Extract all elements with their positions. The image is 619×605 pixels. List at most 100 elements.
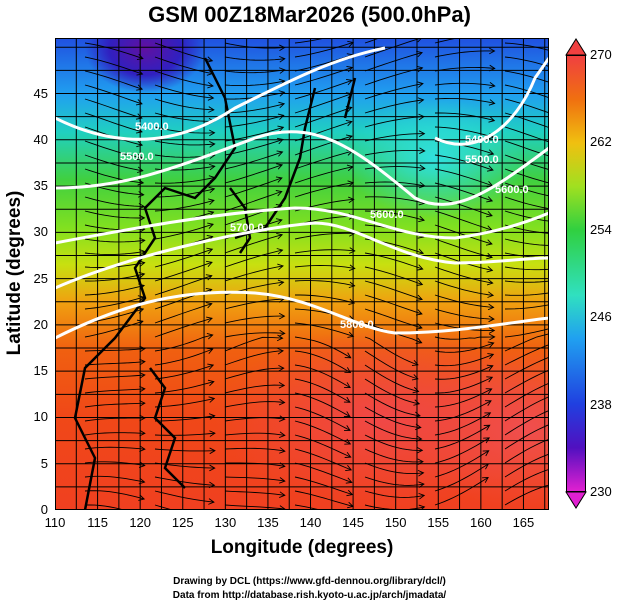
- streamline-arrowhead: [345, 464, 353, 471]
- streamline-arrowhead: [489, 82, 496, 89]
- contour-label: 5600.0: [495, 184, 529, 196]
- streamline-arrowhead: [416, 447, 424, 454]
- streamline: [504, 453, 549, 478]
- streamline: [224, 164, 283, 184]
- streamline-arrowhead: [484, 412, 492, 419]
- contour-labels: 5400.0 5500.0 5600.0 5700.0 5800.0 5600.…: [120, 121, 529, 331]
- streamline-arrowhead: [487, 303, 495, 311]
- streamline: [294, 448, 352, 471]
- streamline: [434, 196, 493, 217]
- streamline-arrowhead: [275, 176, 283, 183]
- streamline-arrowhead: [487, 291, 495, 298]
- streamline-arrowhead: [139, 445, 146, 453]
- streamline-arrowhead: [418, 215, 425, 223]
- streamline: [84, 251, 145, 255]
- streamline: [224, 504, 285, 510]
- streamline-arrowhead: [417, 81, 424, 88]
- x-tick-label: 150: [384, 515, 407, 530]
- streamline: [434, 477, 489, 506]
- credit-dcl: Drawing by DCL (https://www.gfd-dennou.o…: [173, 576, 446, 587]
- plot-overlay: 5400.0 5500.0 5600.0 5700.0 5800.0 5600.…: [55, 38, 549, 510]
- streamline: [434, 154, 494, 171]
- streamline: [224, 401, 285, 408]
- streamline: [154, 334, 213, 352]
- streamline: [504, 224, 549, 234]
- streamline-arrowhead: [487, 353, 495, 360]
- streamline-arrowhead: [205, 260, 213, 268]
- streamline-arrowhead: [278, 90, 286, 97]
- streamline: [154, 177, 215, 184]
- streamline: [224, 384, 285, 394]
- streamline: [224, 191, 282, 212]
- streamline-arrowhead: [488, 315, 495, 323]
- streamline: [434, 450, 489, 478]
- streamline: [504, 356, 549, 380]
- streamline: [294, 249, 355, 254]
- streamline: [84, 348, 145, 352]
- streamline: [294, 280, 355, 287]
- streamline: [84, 374, 145, 380]
- streamline: [364, 392, 421, 417]
- streamline: [84, 361, 145, 366]
- streamline-arrowhead: [489, 47, 496, 55]
- streamline: [294, 350, 351, 373]
- streamline: [434, 463, 489, 492]
- streamline-arrowhead: [488, 327, 496, 334]
- streamline-arrowhead: [276, 232, 284, 240]
- y-tick-label: 0: [40, 502, 48, 517]
- streamline-arrowhead: [278, 312, 286, 320]
- streamline: [224, 490, 285, 496]
- streamline-arrowhead: [136, 84, 144, 91]
- streamline: [364, 210, 425, 221]
- x-tick-label: 130: [214, 515, 237, 530]
- streamline: [224, 234, 283, 254]
- streamline-arrowhead: [276, 150, 284, 157]
- streamline: [434, 210, 493, 231]
- streamline: [434, 280, 494, 296]
- streamline-arrowhead: [139, 358, 146, 366]
- streamline-arrowhead: [418, 492, 426, 500]
- streamline: [504, 196, 549, 210]
- streamline: [84, 475, 145, 483]
- streamline-arrowhead: [207, 379, 215, 387]
- streamline-arrowhead: [276, 248, 284, 255]
- y-tick-label: 5: [40, 455, 48, 471]
- streamline: [294, 150, 353, 170]
- streamline-arrowhead: [348, 281, 356, 289]
- streamline-arrowhead: [346, 78, 353, 86]
- streamline-arrowhead: [206, 316, 213, 323]
- streamline-arrowhead: [489, 333, 496, 341]
- streamline: [294, 294, 355, 304]
- streamline-arrowhead: [411, 374, 419, 381]
- streamline-arrowhead: [208, 163, 216, 171]
- streamline-arrowhead: [275, 218, 283, 225]
- streamline: [154, 303, 212, 324]
- streamline: [84, 504, 126, 510]
- streamline-arrowhead: [208, 129, 216, 137]
- streamline-arrowhead: [139, 237, 146, 245]
- streamline-arrowhead: [279, 415, 286, 422]
- colorbar-tick-label: 238: [590, 396, 612, 412]
- credit-data: Data from http://database.rish.kyoto-u.a…: [172, 590, 447, 601]
- streamline-arrowhead: [276, 334, 284, 342]
- streamline: [434, 238, 493, 258]
- streamline: [84, 210, 145, 219]
- streamline-arrowhead: [138, 477, 146, 485]
- colorbar-tick-label: 230: [590, 484, 612, 499]
- streamline-arrowhead: [417, 248, 425, 255]
- streamline-arrowhead: [416, 279, 424, 286]
- streamline: [434, 266, 493, 284]
- streamline-arrowhead: [277, 125, 285, 132]
- streamline: [434, 336, 495, 340]
- streamline: [434, 294, 494, 308]
- streamline: [364, 406, 421, 428]
- streamline: [434, 388, 492, 408]
- streamline-arrowhead: [136, 153, 144, 161]
- streamline: [294, 232, 355, 240]
- streamline-arrowhead: [345, 120, 353, 127]
- streamline: [434, 82, 495, 87]
- streamline: [154, 462, 215, 469]
- streamline: [504, 98, 549, 114]
- y-tick-label: 10: [33, 409, 48, 425]
- streamline: [504, 238, 549, 246]
